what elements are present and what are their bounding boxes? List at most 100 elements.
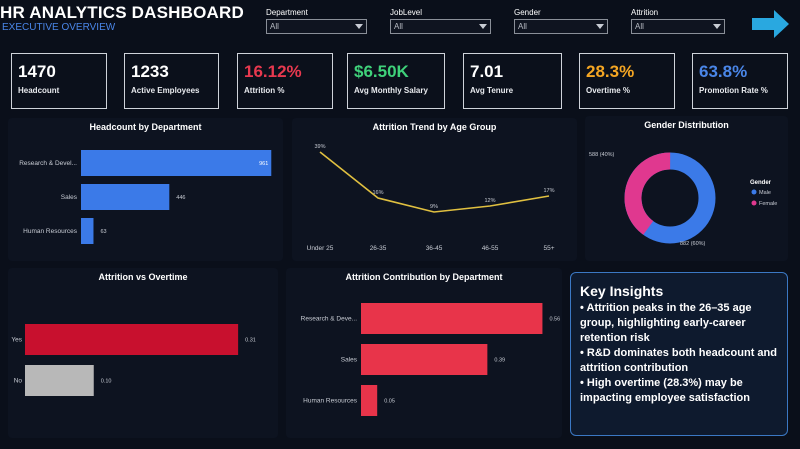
bar bbox=[25, 365, 94, 396]
kpi-label: Active Employees bbox=[131, 86, 200, 95]
kpi-label: Attrition % bbox=[244, 86, 285, 95]
kpi-overtime: 28.3% Overtime % bbox=[579, 53, 675, 109]
headcount-by-department-panel: Headcount by Department Research & Devel… bbox=[8, 118, 283, 261]
insights-title: Key Insights bbox=[580, 283, 664, 299]
legend-item: Female bbox=[759, 201, 777, 207]
category-label: Sales bbox=[61, 194, 78, 201]
insight-item: • R&D dominates both headcount and attri… bbox=[580, 347, 777, 374]
kpi-promotion-rate: 63.8% Promotion Rate % bbox=[692, 53, 788, 109]
joblevel-select[interactable]: All bbox=[390, 19, 491, 34]
data-label: 882 (60%) bbox=[680, 241, 706, 247]
bar bbox=[361, 344, 488, 375]
chevron-down-icon bbox=[479, 24, 487, 29]
chevron-down-icon bbox=[713, 24, 721, 29]
legend-marker bbox=[751, 200, 757, 206]
kpi-value: $6.50K bbox=[354, 62, 409, 81]
kpi-avg-salary: $6.50K Avg Monthly Salary bbox=[347, 53, 445, 109]
kpi-label: Avg Monthly Salary bbox=[354, 86, 428, 95]
x-tick-label: 55+ bbox=[543, 245, 554, 252]
data-label: 0.39 bbox=[494, 358, 505, 364]
data-label: 16% bbox=[372, 190, 383, 196]
filter-label: JobLevel bbox=[390, 8, 423, 17]
headcount-chart: Research & Devel... 961 Sales 446 Human Reso… bbox=[19, 150, 272, 244]
kpi-attrition: 16.12% Attrition % bbox=[237, 53, 333, 109]
category-label: Research & Devel... bbox=[19, 160, 77, 167]
kpi-value: 28.3% bbox=[586, 62, 635, 81]
data-label: 588 (40%) bbox=[589, 152, 615, 158]
kpi-label: Avg Tenure bbox=[470, 86, 514, 95]
kpi-value: 63.8% bbox=[699, 62, 748, 81]
chart-title: Gender Distribution bbox=[644, 120, 729, 130]
data-label: 446 bbox=[176, 195, 185, 201]
category-label: No bbox=[14, 378, 23, 385]
gender-donut-chart: 588 (40%) 882 (60%) Gender Male Female bbox=[589, 152, 777, 247]
bar bbox=[81, 150, 272, 176]
slice-female bbox=[624, 152, 716, 244]
bar bbox=[25, 324, 239, 355]
filter-label: Attrition bbox=[631, 8, 659, 17]
series-line bbox=[319, 151, 550, 213]
gender-select[interactable]: All bbox=[514, 19, 608, 34]
insight-item: • High overtime (28.3%) may be impacting… bbox=[580, 377, 750, 404]
selected-value: All bbox=[270, 22, 279, 31]
filter-label: Gender bbox=[514, 8, 541, 17]
data-label: 961 bbox=[259, 161, 268, 167]
data-label: 0.05 bbox=[384, 399, 395, 405]
category-label: Yes bbox=[11, 337, 22, 344]
category-label: Human Resources bbox=[303, 398, 358, 405]
department-select[interactable]: All bbox=[266, 19, 367, 34]
attrition-trend-chart: 39% Under 25 16% 26-35 9% 36-45 12% 46-55 17% 55+ bbox=[307, 144, 555, 252]
insight-item: • Attrition peaks in the 26–35 age group… bbox=[580, 302, 752, 344]
filter-gender: Gender All bbox=[514, 8, 608, 34]
gender-distribution-panel: Gender Distribution 588 (40%) 882 (60%) Ge… bbox=[585, 116, 788, 261]
chart-title: Headcount by Department bbox=[89, 122, 202, 132]
data-label: 63 bbox=[100, 229, 106, 235]
chevron-down-icon bbox=[355, 24, 363, 29]
selected-value: All bbox=[394, 22, 403, 31]
filter-label: Department bbox=[266, 8, 308, 17]
legend-item: Male bbox=[759, 190, 771, 196]
kpi-value: 16.12% bbox=[244, 62, 302, 81]
attrition-contribution-panel: Attrition Contribution by Department Res… bbox=[286, 268, 562, 438]
x-tick-label: 46-55 bbox=[482, 245, 499, 252]
data-label: 12% bbox=[484, 198, 495, 204]
arrow-right-icon[interactable] bbox=[752, 9, 790, 39]
kpi-value: 1470 bbox=[18, 62, 56, 81]
category-label: Human Resources bbox=[23, 228, 78, 235]
category-label: Sales bbox=[341, 357, 358, 364]
chart-title: Attrition vs Overtime bbox=[98, 272, 188, 282]
attrition-contribution-chart: Research & Deve... 0.56 Sales 0.39 Human Res… bbox=[301, 303, 560, 416]
bar bbox=[361, 303, 543, 334]
kpi-label: Overtime % bbox=[586, 86, 631, 95]
legend-title: Gender bbox=[750, 180, 772, 186]
kpi-avg-tenure: 7.01 Avg Tenure bbox=[463, 53, 562, 109]
filter-attrition: Attrition All bbox=[631, 8, 725, 34]
filter-department: Department All bbox=[266, 8, 367, 34]
kpi-label: Promotion Rate % bbox=[699, 86, 768, 95]
attrition-vs-overtime-panel: Attrition vs Overtime Yes 0.31 No 0.10 bbox=[8, 268, 278, 438]
x-tick-label: Under 25 bbox=[307, 245, 334, 252]
page-title: HR ANALYTICS DASHBOARD bbox=[0, 3, 244, 22]
chevron-down-icon bbox=[596, 24, 604, 29]
kpi-headcount: 1470 Headcount bbox=[11, 53, 107, 109]
data-label: 0.31 bbox=[245, 338, 256, 344]
legend-marker bbox=[751, 189, 757, 195]
kpi-label: Headcount bbox=[18, 86, 60, 95]
category-label: Research & Deve... bbox=[301, 316, 358, 323]
attrition-select[interactable]: All bbox=[631, 19, 725, 34]
page-subtitle: EXECUTIVE OVERVIEW bbox=[2, 22, 116, 33]
x-tick-label: 36-45 bbox=[426, 245, 443, 252]
data-label: 0.10 bbox=[101, 379, 112, 385]
selected-value: All bbox=[518, 22, 527, 31]
filter-joblevel: JobLevel All bbox=[390, 8, 491, 34]
attrition-overtime-chart: Yes 0.31 No 0.10 bbox=[11, 324, 256, 396]
chart-title: Attrition Contribution by Department bbox=[345, 272, 503, 282]
selected-value: All bbox=[635, 22, 644, 31]
kpi-value: 1233 bbox=[131, 62, 169, 81]
data-label: 17% bbox=[543, 188, 554, 194]
data-label: 39% bbox=[314, 144, 325, 150]
x-tick-label: 26-35 bbox=[370, 245, 387, 252]
key-insights-panel: Key Insights • Attrition peaks in the 26… bbox=[570, 272, 788, 436]
attrition-trend-panel: Attrition Trend by Age Group 39% Under 25… bbox=[292, 118, 577, 261]
kpi-value: 7.01 bbox=[470, 62, 504, 81]
